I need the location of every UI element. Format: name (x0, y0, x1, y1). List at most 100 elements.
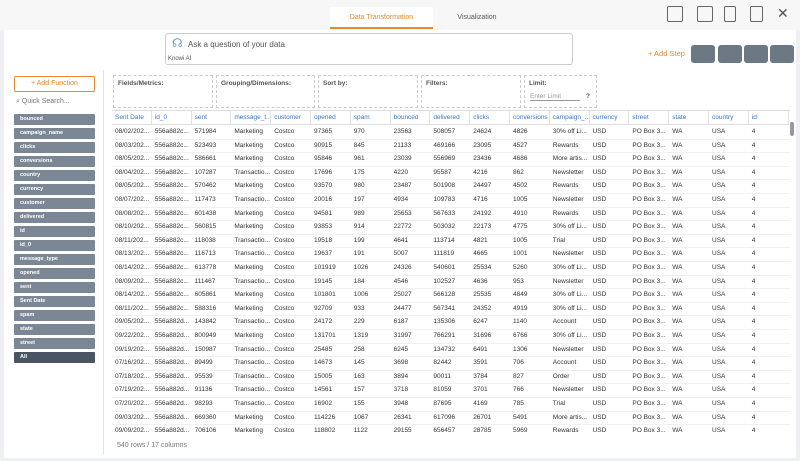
column-header[interactable]: clicks (470, 111, 510, 125)
close-icon[interactable]: ✕ (777, 5, 789, 22)
table-cell: USD (590, 139, 630, 153)
field-chip[interactable]: delivered (14, 212, 95, 223)
table-cell: USD (590, 179, 630, 193)
cloud-button[interactable] (691, 45, 715, 63)
table-cell: Transactio... (231, 356, 271, 370)
field-chip[interactable]: id_0 (14, 240, 95, 251)
table-cell: USD (590, 193, 630, 207)
field-chip[interactable]: state (14, 324, 95, 335)
column-header[interactable]: spam (351, 111, 391, 125)
help-button[interactable] (770, 45, 794, 63)
table-cell: 24352 (470, 302, 510, 316)
table-cell: 08/13/202... (112, 247, 152, 261)
field-chip[interactable]: bounced (14, 114, 95, 125)
panel[interactable]: Sort by: (318, 75, 418, 108)
table-cell: 4220 (391, 166, 431, 180)
field-chip[interactable]: currency (14, 184, 95, 195)
table-cell: 6245 (391, 343, 431, 357)
column-header[interactable]: id (749, 111, 789, 125)
column-header[interactable]: customer (271, 111, 311, 125)
column-header[interactable]: delivered (430, 111, 470, 125)
column-header[interactable]: state (669, 111, 709, 125)
table-cell: USD (590, 411, 630, 425)
table-cell: 827 (510, 370, 550, 384)
column-header[interactable]: id_0 (152, 111, 192, 125)
field-chip[interactable]: customer (14, 198, 95, 209)
panel[interactable]: Grouping/Dimensions: (216, 75, 315, 108)
panel[interactable]: Filters: (421, 75, 521, 108)
table-cell: 766 (510, 383, 550, 397)
table-cell: 4934 (391, 193, 431, 207)
table-cell: Costco (271, 152, 311, 166)
table-cell: Transactio... (231, 397, 271, 411)
field-chip[interactable]: street (14, 338, 95, 349)
field-chip[interactable]: All (14, 352, 95, 363)
table-cell: Rewards (550, 179, 590, 193)
table-cell: WA (669, 343, 709, 357)
table-cell: 07/16/202... (112, 356, 152, 370)
table-cell: 800949 (192, 329, 232, 343)
tab[interactable]: Visualization (433, 7, 521, 29)
table-cell: USD (590, 356, 630, 370)
table-cell: 23487 (391, 179, 431, 193)
ask-box[interactable]: ☊ Ask a question of your data Knowi AI (165, 33, 573, 65)
ai-model[interactable]: Knowi AI (168, 56, 191, 62)
export-icon[interactable] (750, 6, 763, 22)
table-cell: PO Box 3... (629, 166, 669, 180)
tab[interactable]: Data Transformation (330, 7, 433, 29)
delete-icon[interactable] (724, 6, 736, 22)
table-cell: 605861 (192, 288, 232, 302)
table-cell: 3948 (391, 397, 431, 411)
column-header[interactable]: sent (192, 111, 232, 125)
field-chip[interactable]: conversions (14, 156, 95, 167)
table-cell: 14561 (311, 383, 351, 397)
table-cell: Rewards (550, 207, 590, 221)
column-header[interactable]: street (629, 111, 669, 125)
table-cell: 556a882c... (152, 207, 192, 221)
table-cell: 93570 (311, 179, 351, 193)
limit-input[interactable]: Enter Limit (530, 93, 580, 101)
table-cell: 4 (749, 315, 789, 329)
table-cell: PO Box 3... (629, 343, 669, 357)
field-chip[interactable]: sent (14, 282, 95, 293)
table-cell: 24497 (470, 179, 510, 193)
chart-button[interactable] (744, 45, 768, 63)
panel[interactable]: Limit: Enter Limit ? (524, 75, 597, 108)
column-header[interactable]: country (709, 111, 749, 125)
field-chip[interactable]: spam (14, 310, 95, 321)
column-header[interactable]: bounced (391, 111, 431, 125)
scrollbar[interactable] (790, 122, 794, 136)
table-cell: 4636 (470, 275, 510, 289)
table-cell: USD (590, 247, 630, 261)
column-header[interactable]: currency (590, 111, 630, 125)
table-cell: Marketing (231, 139, 271, 153)
panel[interactable]: Fields/Metrics: (113, 75, 213, 108)
field-chip[interactable]: campaign_name (14, 128, 95, 139)
table-cell: 163 (351, 370, 391, 384)
field-chip[interactable]: country (14, 170, 95, 181)
copy-icon[interactable] (697, 6, 713, 22)
field-chip[interactable]: opened (14, 268, 95, 279)
field-chip[interactable]: id (14, 226, 95, 237)
table-cell: USD (590, 275, 630, 289)
column-header[interactable]: Sent Date (112, 111, 152, 125)
table-cell: 4502 (510, 179, 550, 193)
column-header[interactable]: campaign_... (550, 111, 590, 125)
field-chip[interactable]: clicks (14, 142, 95, 153)
info-icon: ? (586, 93, 590, 100)
table-cell: Costco (271, 207, 311, 221)
table-cell: 23095 (470, 139, 510, 153)
field-chip[interactable]: message_type (14, 254, 95, 265)
field-chip[interactable]: Sent Date (14, 296, 95, 307)
column-header[interactable]: opened (311, 111, 351, 125)
save-icon[interactable] (667, 6, 683, 22)
column-header[interactable]: message_t... (231, 111, 271, 125)
table-cell: 601438 (192, 207, 232, 221)
table-cell: 3784 (470, 370, 510, 384)
add-step[interactable]: + Add Step (648, 49, 685, 58)
table-cell: Costco (271, 424, 311, 435)
column-header[interactable]: conversions (510, 111, 550, 125)
refresh-button[interactable] (718, 45, 742, 63)
table-cell: 4775 (510, 220, 550, 234)
table-cell: 766291 (430, 329, 470, 343)
